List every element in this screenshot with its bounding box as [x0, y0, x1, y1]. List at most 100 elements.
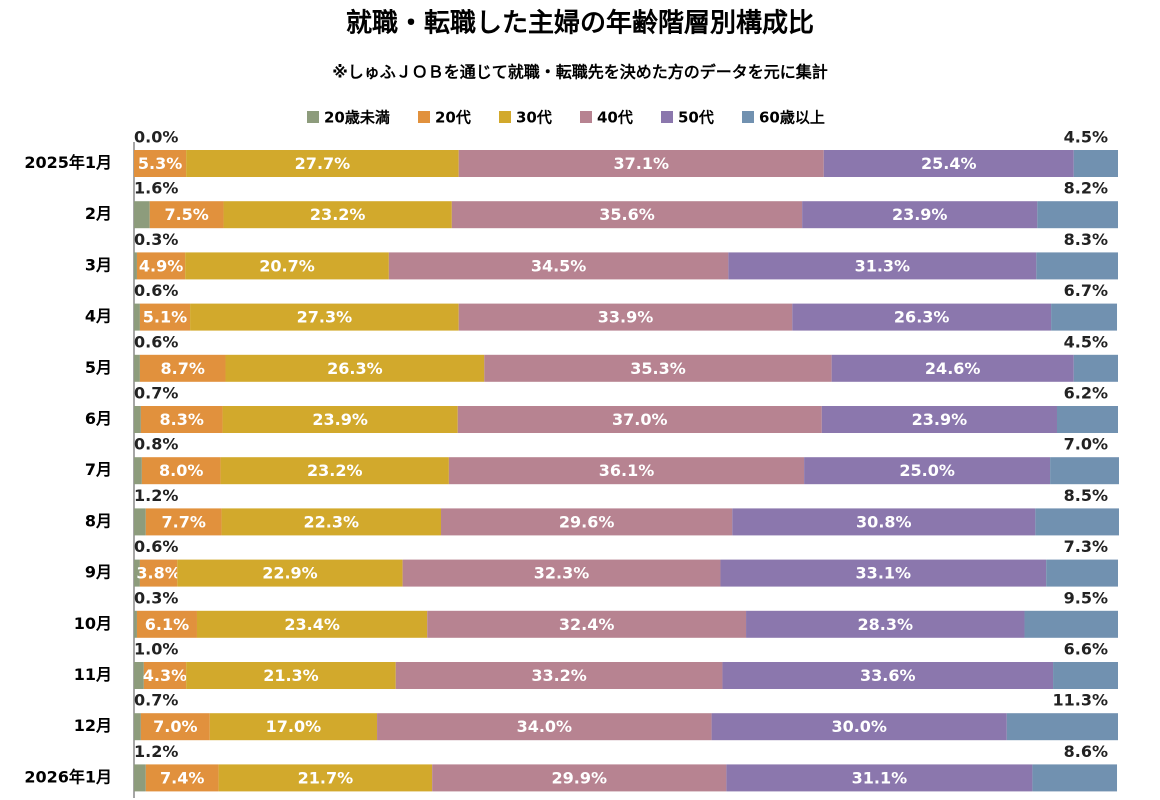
data-label: 1.2%: [134, 486, 178, 505]
data-label: 9.5%: [1064, 588, 1108, 607]
bar-segment: [139, 303, 191, 331]
bar-segment: [451, 201, 803, 229]
bar-segment: [134, 201, 150, 229]
y-tick-label: 12月: [74, 716, 112, 735]
bar-segment: [1056, 406, 1118, 433]
data-label: 1.0%: [134, 640, 178, 659]
legend-label: 30代: [516, 109, 552, 127]
data-label: 33.6%: [860, 666, 916, 685]
data-label: 23.2%: [307, 461, 363, 480]
bar-segment: [402, 559, 721, 587]
data-label: 8.2%: [1064, 179, 1108, 198]
data-label: 28.3%: [858, 615, 914, 634]
data-label: 7.4%: [160, 768, 204, 787]
data-label: 6.2%: [1064, 384, 1108, 403]
y-tick-label: 9月: [85, 563, 112, 582]
y-tick-label: 2026年1月: [24, 767, 112, 786]
legend-label: 60歳以上: [759, 109, 825, 127]
data-label: 5.3%: [138, 154, 182, 173]
chart-title: 就職・転職した主婦の年齢階層別構成比: [346, 8, 814, 39]
data-label: 36.1%: [599, 461, 655, 480]
bar-segment: [209, 713, 378, 741]
data-label: 26.3%: [894, 308, 950, 327]
bar-segment: [448, 457, 805, 485]
legend-swatch: [499, 111, 511, 123]
bar-segment: [1032, 764, 1118, 792]
bar-segment: [458, 150, 824, 177]
bar-segment: [1036, 252, 1118, 280]
data-label: 31.1%: [852, 768, 908, 787]
data-label: 6.1%: [145, 615, 189, 634]
bar-segment: [222, 406, 458, 433]
bar-segment: [134, 354, 140, 382]
bar-segment: [432, 764, 727, 792]
y-tick-label: 3月: [85, 255, 112, 274]
bar-segment: [746, 610, 1025, 638]
bar-segment: [732, 508, 1036, 536]
bar-segment: [441, 508, 733, 536]
bar-segment: [821, 406, 1057, 433]
data-label: 0.7%: [134, 384, 178, 403]
data-label: 30.8%: [856, 512, 912, 531]
data-label: 8.5%: [1064, 486, 1108, 505]
data-label: 24.6%: [925, 359, 981, 378]
bar-segment: [458, 303, 793, 331]
bar-segment: [141, 457, 221, 485]
legend-label: 20歳未満: [324, 109, 390, 127]
bar-segment: [218, 764, 433, 792]
bar-segment: [388, 252, 729, 280]
legend-label: 20代: [435, 109, 471, 127]
bar-segment: [1073, 150, 1118, 177]
data-label: 30.0%: [831, 717, 887, 736]
data-label: 8.3%: [160, 410, 204, 429]
data-label: 8.6%: [1064, 742, 1108, 761]
data-label: 0.3%: [134, 588, 178, 607]
data-label: 1.6%: [134, 179, 178, 198]
bar-segment: [1006, 713, 1118, 741]
y-tick-label: 8月: [85, 511, 112, 530]
bar-segment: [134, 559, 140, 587]
legend-swatch: [661, 111, 673, 123]
data-label: 22.3%: [304, 512, 360, 531]
data-label: 17.0%: [266, 717, 322, 736]
data-label: 21.7%: [298, 768, 354, 787]
bar-segment: [831, 354, 1074, 382]
bar-segment: [186, 150, 459, 177]
legend-swatch: [580, 111, 592, 123]
bar-segment: [186, 662, 396, 689]
data-label: 26.3%: [327, 359, 383, 378]
bar-segment: [1050, 457, 1119, 485]
bar-segment: [139, 354, 226, 382]
data-label: 4.9%: [139, 256, 183, 275]
data-label: 6.7%: [1064, 281, 1108, 300]
data-label: 0.6%: [134, 332, 178, 351]
y-tick-label: 10月: [74, 614, 112, 633]
bar-segment: [134, 303, 140, 331]
data-label: 5.1%: [143, 308, 187, 327]
bar-segment: [220, 457, 449, 485]
data-label: 8.7%: [161, 359, 205, 378]
legend-swatch: [307, 111, 319, 123]
bar-segment: [134, 764, 146, 792]
data-label: 6.6%: [1064, 640, 1108, 659]
bar-segment: [728, 252, 1037, 280]
bar-segment: [484, 354, 832, 382]
data-label: 27.3%: [297, 308, 353, 327]
bar-segment: [177, 559, 403, 587]
bar-segment: [1046, 559, 1118, 587]
data-label: 0.7%: [134, 691, 178, 710]
data-label: 35.3%: [630, 359, 686, 378]
data-label: 3.8%: [136, 564, 180, 583]
bar-segment: [711, 713, 1007, 741]
chart-subtitle: ※しゅふＪＯＢを通じて就職・転職先を決めた方のデータを元に集計: [332, 63, 828, 82]
data-label: 32.4%: [559, 615, 615, 634]
bar-segment: [792, 303, 1052, 331]
data-label: 20.7%: [259, 256, 315, 275]
data-label: 0.0%: [134, 128, 178, 147]
data-label: 7.3%: [1064, 537, 1108, 556]
bar-segment: [134, 150, 187, 177]
bar-segment: [145, 764, 219, 792]
bar-segment: [196, 610, 428, 638]
bar-segment: [823, 150, 1074, 177]
